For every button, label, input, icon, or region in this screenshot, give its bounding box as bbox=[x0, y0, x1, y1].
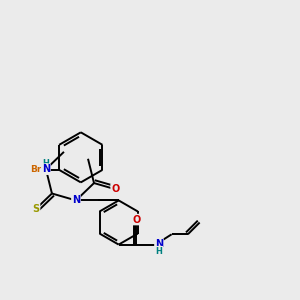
Text: N: N bbox=[42, 164, 50, 174]
Text: Br: Br bbox=[31, 165, 42, 174]
Text: S: S bbox=[32, 204, 40, 214]
Text: H: H bbox=[156, 247, 163, 256]
Text: O: O bbox=[132, 214, 140, 225]
Text: N: N bbox=[72, 195, 80, 206]
Text: N: N bbox=[155, 239, 163, 249]
Text: O: O bbox=[111, 184, 119, 194]
Text: H: H bbox=[43, 159, 50, 168]
